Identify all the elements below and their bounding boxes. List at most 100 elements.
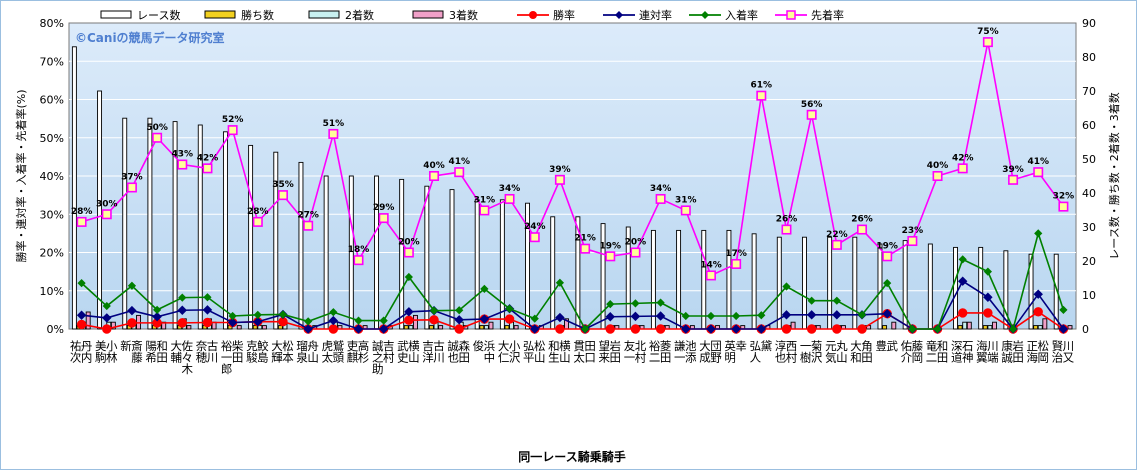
point-label: 37% [121, 172, 143, 182]
category-label-part: 謙一 [673, 340, 687, 363]
category-label-part: 誠之助 [371, 340, 385, 375]
category-label-part: 岩田 [608, 339, 622, 363]
point-入着率 [178, 293, 187, 302]
right-axis: 0 10 20 30 40 50 60 70 80 90 [1082, 17, 1096, 336]
category-label-part: 一樹 [799, 340, 813, 364]
category-label-part: 美駒 [94, 339, 108, 364]
point-先着率 [857, 224, 868, 235]
point-勝率 [328, 324, 339, 334]
point-入着率 [278, 310, 288, 319]
point-入着率 [480, 284, 489, 293]
category-label-part: 貫太 [572, 340, 586, 364]
point-label: 31% [675, 195, 697, 205]
point-label: 20% [625, 238, 647, 248]
bar-レース数 [97, 90, 103, 330]
point-label: 23% [902, 226, 924, 236]
bar-レース数 [978, 246, 984, 330]
point-label: 17% [725, 249, 747, 259]
point-入着率 [127, 281, 137, 290]
bar-3着数 [186, 325, 192, 330]
legend-item: レース数 [100, 9, 180, 22]
point-label: 30% [96, 199, 118, 209]
category-label-part: 陽希 [144, 340, 158, 363]
left-axis: 0% 10% 20% 30% 40% 50% 60% 70% 80% [40, 17, 64, 336]
point-先着率 [101, 209, 112, 220]
right-tick-label: 70 [1082, 85, 1096, 98]
category-label-part: 新 [119, 339, 133, 351]
point-入着率 [505, 304, 514, 313]
legend-item: 3着数 [412, 8, 478, 22]
bar-3着数 [1067, 325, 1073, 330]
point-勝率 [605, 324, 615, 334]
point-label: 52% [222, 115, 244, 125]
legend-swatch [308, 10, 340, 19]
point-勝率 [655, 324, 666, 334]
point-label: 61% [751, 81, 773, 91]
category-label-part: 古川 [432, 339, 446, 363]
bar-レース数 [877, 243, 883, 330]
bar-レース数 [222, 131, 228, 330]
point-入着率 [329, 308, 338, 317]
point-勝率 [127, 318, 137, 328]
bar-レース数 [1028, 253, 1034, 330]
point-先着率 [479, 205, 490, 216]
point-入着率 [1008, 324, 1018, 334]
category-label-part: 黛 [759, 340, 773, 352]
point-連対率 [832, 310, 842, 320]
point-勝率 [806, 324, 817, 334]
line-入着率 [81, 230, 1065, 332]
category-label-part: 祐次 [69, 340, 83, 364]
bar-レース数 [525, 202, 530, 330]
legend-marker [529, 11, 537, 19]
category-label-part: 舟山 [306, 339, 320, 363]
bar-3着数 [992, 321, 997, 330]
category-label-part: 柴田 [231, 339, 245, 363]
left-tick-label: 0% [47, 323, 64, 336]
category-label-part: 丸山 [835, 340, 849, 363]
category-label-part: 田口 [583, 340, 597, 363]
category-label-part: 淳也 [773, 339, 787, 363]
category-label: 武豊 [874, 340, 899, 352]
point-label: 40% [927, 161, 949, 171]
category-label-part: 弘平 [522, 340, 536, 364]
point-先着率 [76, 216, 87, 227]
point-先着率 [705, 270, 716, 281]
point-label: 29% [373, 203, 395, 213]
point-入着率 [933, 324, 942, 334]
point-勝率 [781, 324, 792, 334]
bar-レース数 [902, 240, 908, 330]
point-連対率 [378, 324, 389, 334]
bar-レース数 [953, 246, 958, 330]
point-label: 28% [71, 207, 93, 217]
category-label-part: 横山 [407, 339, 421, 363]
category-label-part: 望来 [597, 340, 611, 363]
bar-レース数 [499, 199, 505, 330]
bar-2着数 [987, 325, 993, 330]
right-tick-label: 80 [1082, 51, 1096, 64]
point-連対率 [882, 308, 892, 319]
category-label-part: 角田 [860, 340, 874, 363]
category-label-part: 松岡 [1036, 339, 1050, 364]
legend-label: 2着数 [345, 8, 374, 22]
right-axis-title: レース数・勝ち数・2着数・3着数 [1107, 92, 1121, 259]
point-入着率 [1059, 305, 1068, 314]
category-label-part: 吉村 [382, 340, 396, 363]
point-入着率 [958, 255, 967, 264]
category-label-part: 森田 [457, 339, 471, 363]
x-axis-title: 同一レース騎乗騎手 [518, 449, 625, 464]
bar-レース数 [323, 175, 329, 330]
category-label-part: 大輝 [270, 339, 284, 364]
point-label: 32% [1053, 192, 1075, 202]
point-連対率 [177, 305, 187, 315]
bar-3着数 [1042, 318, 1048, 330]
category-label-part: 武 [885, 340, 899, 352]
